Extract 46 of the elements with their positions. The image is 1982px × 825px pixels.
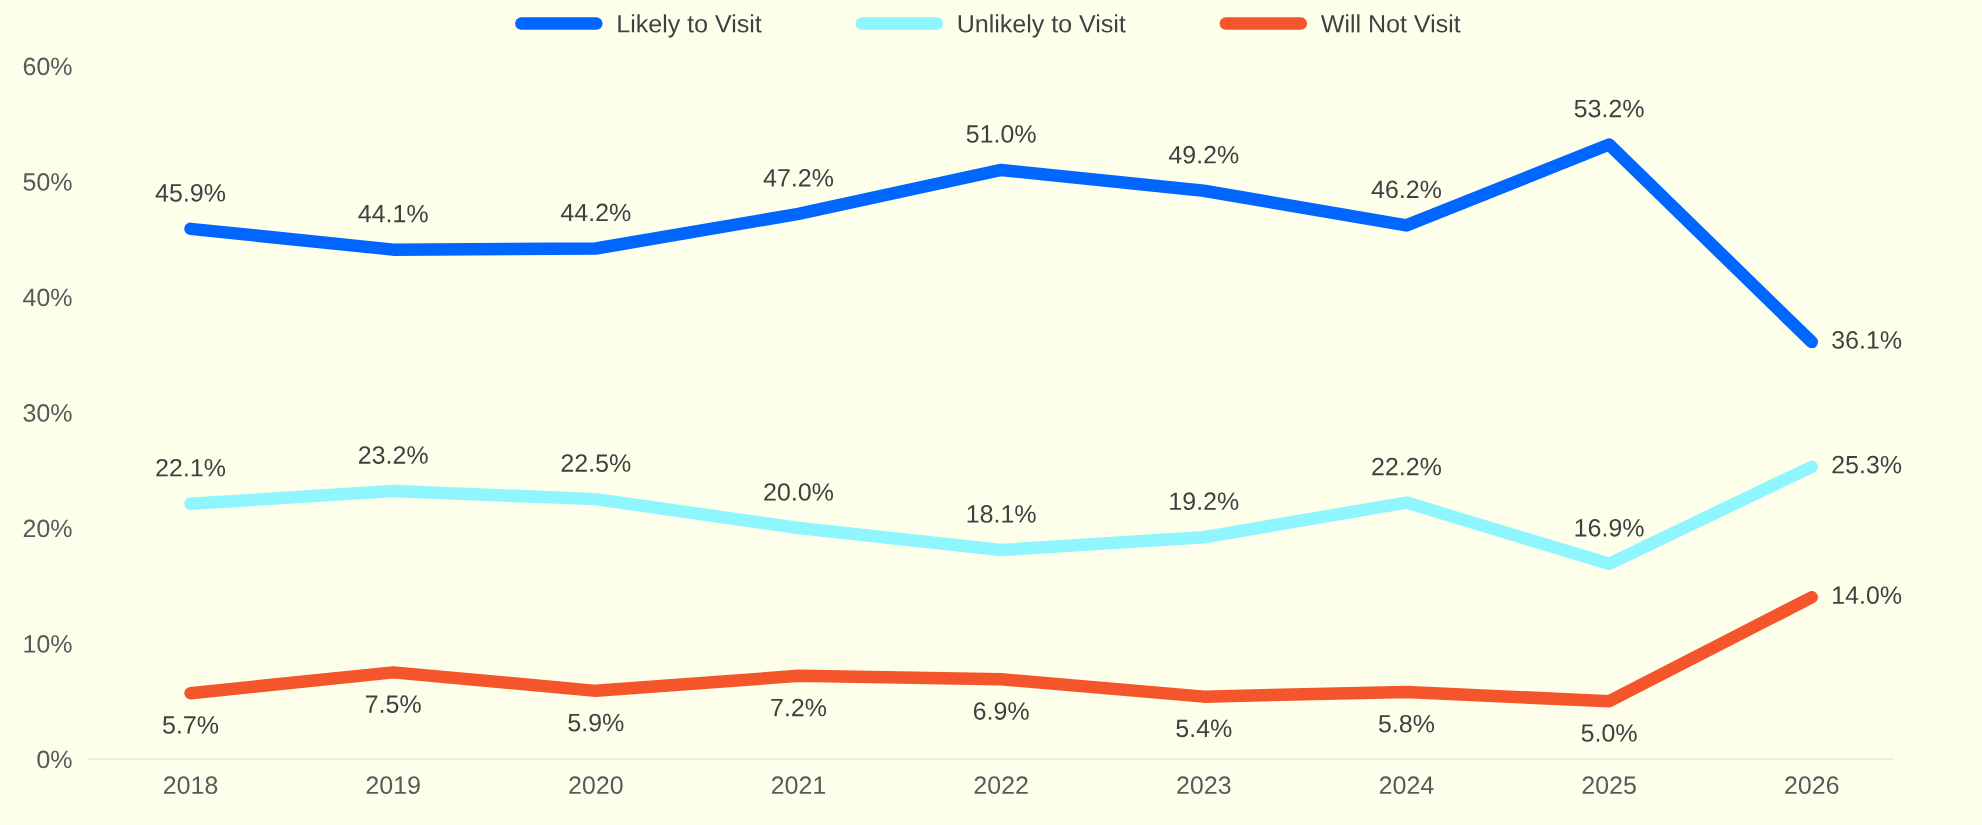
data-label: 5.4% bbox=[1176, 719, 1232, 738]
data-label: 53.2% bbox=[1574, 99, 1644, 118]
data-label: 22.1% bbox=[156, 458, 226, 477]
data-label: 20.0% bbox=[764, 483, 834, 501]
x-tick-label: 2018 bbox=[163, 776, 218, 795]
y-tick-label: 60% bbox=[23, 57, 72, 76]
data-label: 22.2% bbox=[1372, 457, 1441, 476]
x-tick-label: 2019 bbox=[366, 776, 420, 795]
data-label: 44.1% bbox=[358, 204, 428, 223]
data-label: 23.2% bbox=[358, 446, 428, 464]
data-label: 49.2% bbox=[1168, 145, 1239, 164]
data-label: 51.0% bbox=[966, 125, 1036, 143]
data-label: 14.0% bbox=[1833, 586, 1902, 605]
x-tick-label: 2025 bbox=[1582, 776, 1636, 795]
x-tick-label: 2023 bbox=[1177, 776, 1231, 795]
data-label: 22.5% bbox=[561, 454, 631, 472]
y-tick-label: 40% bbox=[23, 288, 72, 307]
data-label: 44.2% bbox=[560, 203, 631, 222]
y-tick-label: 0% bbox=[37, 750, 72, 769]
x-tick-label: 2022 bbox=[974, 776, 1028, 795]
data-label: 16.9% bbox=[1575, 518, 1644, 537]
data-label: 6.9% bbox=[973, 702, 1029, 720]
data-label: 46.2% bbox=[1371, 180, 1441, 199]
legend-label: Will Not Visit bbox=[1320, 14, 1461, 33]
x-tick-label: 2021 bbox=[771, 776, 826, 795]
legend-label: Unlikely to Visit bbox=[958, 14, 1126, 38]
x-tick-label: 2024 bbox=[1379, 776, 1434, 795]
y-tick-label: 30% bbox=[23, 404, 72, 422]
data-label: 45.9% bbox=[155, 183, 226, 202]
x-tick-label: 2020 bbox=[569, 776, 623, 795]
y-tick-label: 50% bbox=[23, 173, 72, 191]
data-label: 5.0% bbox=[1581, 724, 1637, 742]
data-label: 47.2% bbox=[763, 168, 834, 187]
data-label: 5.8% bbox=[1378, 714, 1435, 733]
legend-label: Likely to Visit bbox=[618, 14, 762, 38]
data-label: 7.2% bbox=[771, 698, 827, 717]
data-label: 18.1% bbox=[967, 505, 1036, 523]
data-label: 36.1% bbox=[1832, 331, 1902, 349]
data-label: 5.7% bbox=[163, 716, 219, 734]
data-label: 5.9% bbox=[568, 713, 624, 732]
data-label: 25.3% bbox=[1832, 455, 1902, 474]
data-label: 7.5% bbox=[365, 695, 421, 713]
y-tick-label: 10% bbox=[24, 635, 72, 653]
x-tick-label: 2026 bbox=[1785, 776, 1839, 795]
y-tick-label: 20% bbox=[23, 519, 72, 538]
data-label: 19.2% bbox=[1170, 492, 1239, 511]
